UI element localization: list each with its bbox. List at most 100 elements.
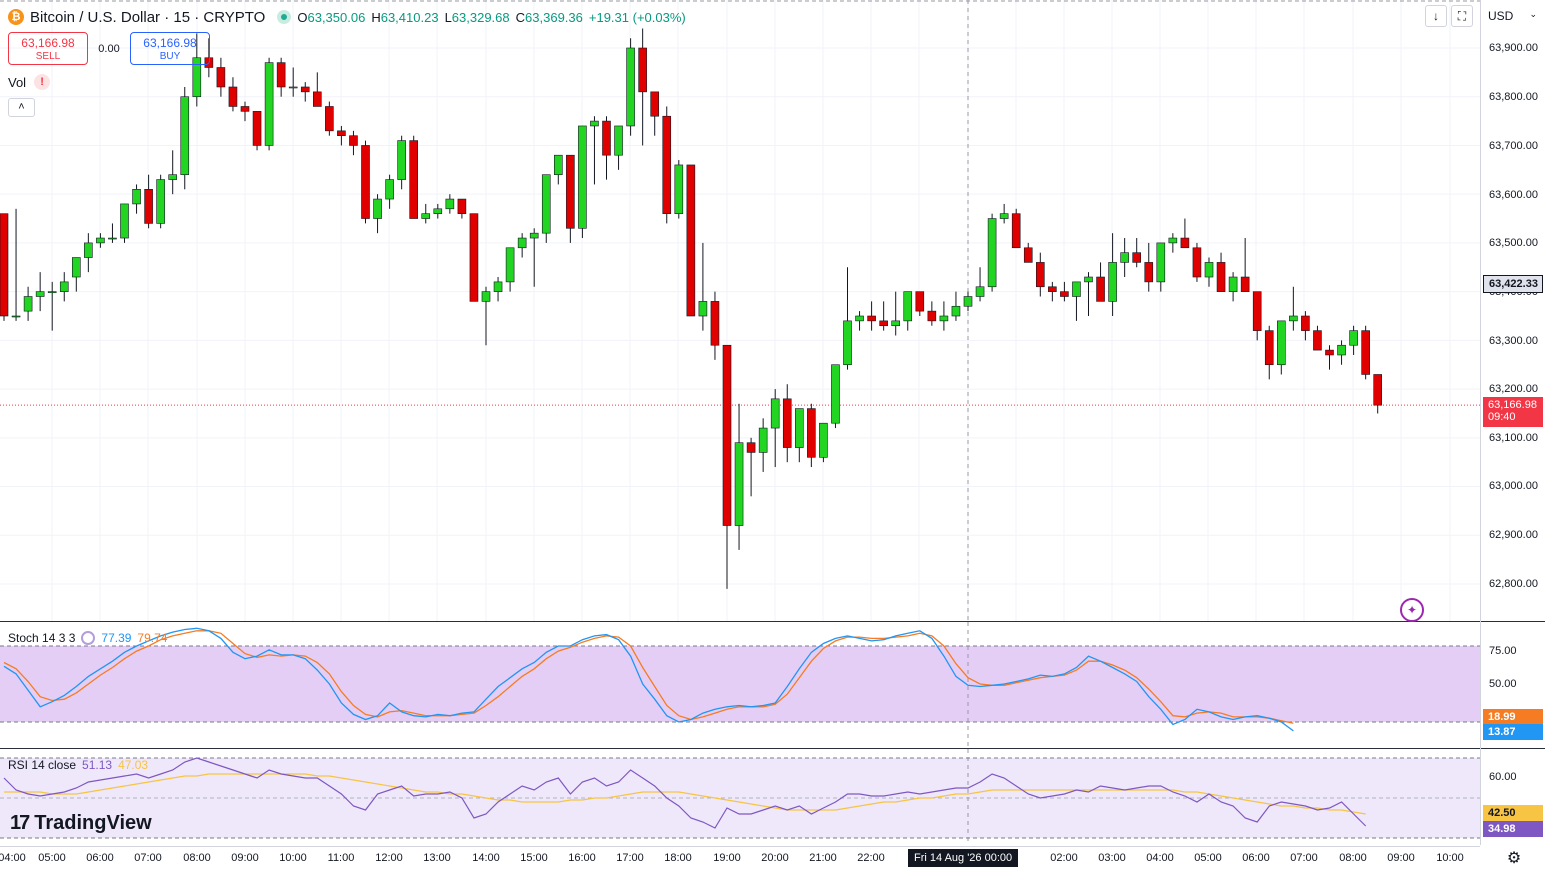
- candle-body: [1108, 262, 1117, 302]
- buy-button[interactable]: 63,166.98 BUY: [130, 32, 210, 65]
- ohlc-close: C63,369.36: [516, 10, 583, 25]
- close-value: 63,369.36: [525, 9, 583, 25]
- fullscreen-icon[interactable]: ⛶: [1451, 5, 1473, 27]
- pane-separator[interactable]: [0, 621, 1545, 622]
- time-tick: 21:00: [809, 852, 837, 864]
- main-price-pane[interactable]: [0, 0, 1480, 621]
- time-tick: 15:00: [520, 852, 548, 864]
- volume-legend[interactable]: Vol !: [8, 74, 51, 90]
- candle: [1301, 311, 1310, 341]
- rsi-pane[interactable]: [0, 749, 1480, 845]
- price-scale[interactable]: 63,900.00 63,800.00 63,700.00 63,600.00 63,5…: [1481, 0, 1545, 845]
- candle-body: [517, 237, 527, 249]
- time-tick: 11:00: [327, 852, 355, 864]
- market-status-icon[interactable]: [277, 10, 292, 24]
- download-icon[interactable]: ↓: [1425, 5, 1447, 27]
- candle: [144, 174, 153, 229]
- time-tick: 03:00: [1098, 852, 1126, 864]
- candle: [216, 57, 226, 97]
- candle-body: [1313, 330, 1322, 351]
- candle-body: [192, 57, 202, 98]
- candle-body: [397, 140, 406, 180]
- candle: [686, 164, 696, 317]
- candle: [807, 403, 816, 468]
- candle-body: [855, 315, 864, 322]
- ohlc-low: L63,329.68: [445, 10, 510, 25]
- stoch-d-label: 18.99: [1483, 709, 1543, 725]
- candle: [903, 291, 913, 331]
- candle: [867, 301, 876, 331]
- tradingview-logo[interactable]: 17 TradingView: [10, 812, 152, 835]
- volume-label: Vol: [8, 74, 27, 90]
- candle-body: [770, 398, 780, 429]
- candle-body: [1252, 291, 1262, 331]
- candle-body: [23, 296, 33, 312]
- time-tick: 08:00: [183, 852, 211, 864]
- candle-body: [963, 296, 973, 307]
- stoch-pane[interactable]: [0, 622, 1480, 748]
- candle: [770, 389, 780, 468]
- time-tick: 06:00: [1242, 852, 1270, 864]
- stoch-d-line: [3, 630, 1294, 724]
- stoch-k-label: 13.87: [1483, 724, 1543, 740]
- candle: [264, 57, 274, 151]
- candle: [1192, 242, 1202, 282]
- candle: [987, 213, 997, 292]
- sell-button[interactable]: 63,166.98 SELL: [8, 32, 88, 65]
- symbol-title[interactable]: Bitcoin / U.S. Dollar · 15 · CRYPTO: [30, 8, 266, 26]
- candle-body: [1349, 330, 1358, 346]
- candle-body: [84, 242, 93, 258]
- candle: [1264, 325, 1274, 380]
- rsi-legend[interactable]: RSI 14 close 51.13 47.03: [8, 758, 148, 772]
- candle-body: [903, 291, 913, 322]
- candle: [0, 213, 9, 321]
- candle-body: [758, 427, 768, 453]
- candle: [1023, 242, 1033, 263]
- candle: [1313, 325, 1322, 351]
- currency-select[interactable]: USD ⌄: [1483, 5, 1541, 27]
- candle: [1108, 233, 1117, 316]
- rsi-tick-60: 60.00: [1489, 771, 1517, 783]
- price-tick: 62,800.00: [1489, 578, 1538, 590]
- candle-body: [1048, 286, 1057, 292]
- chevron-down-icon: ⌄: [1529, 9, 1537, 19]
- stoch-chart[interactable]: [0, 622, 1480, 748]
- candle-body: [807, 408, 816, 458]
- candles: [0, 28, 1382, 589]
- stoch-d-value: 79.74: [137, 631, 168, 645]
- candle-body: [1084, 276, 1093, 283]
- candle: [734, 403, 744, 550]
- candle-body: [1120, 252, 1129, 263]
- candle-body: [276, 62, 286, 88]
- tradingview-mark-icon: 17: [10, 812, 30, 834]
- close-label: C: [515, 9, 526, 25]
- candle: [794, 408, 804, 463]
- price-tick: 63,100.00: [1489, 432, 1538, 444]
- stoch-tick-75: 75.00: [1489, 645, 1517, 657]
- time-tick: 19:00: [713, 852, 741, 864]
- warning-icon[interactable]: !: [34, 74, 51, 90]
- candle: [662, 106, 672, 224]
- candle-body: [421, 213, 431, 219]
- refresh-icon[interactable]: [81, 631, 96, 645]
- assistant-icon[interactable]: ✦: [1400, 598, 1424, 622]
- pane-separator[interactable]: [0, 748, 1545, 749]
- candle: [722, 344, 732, 589]
- candle-body: [1301, 315, 1310, 331]
- candle: [192, 33, 202, 107]
- stoch-k-value: 77.39: [101, 631, 132, 645]
- stoch-legend[interactable]: Stoch 14 3 3 77.39 79.74: [8, 631, 167, 645]
- candle-body: [1325, 349, 1334, 356]
- candle-body: [541, 174, 551, 234]
- collapse-legend-button[interactable]: ˄: [8, 98, 35, 117]
- time-axis[interactable]: 04:00 05:00 06:00 07:00 08:00 09:00 10:00 11:00…: [0, 846, 1480, 872]
- candlestick-chart[interactable]: [0, 0, 1480, 621]
- candle-body: [288, 86, 298, 89]
- gear-icon[interactable]: ⚙: [1506, 850, 1522, 867]
- price-tick: 63,500.00: [1489, 237, 1538, 249]
- time-tick: 09:00: [231, 852, 259, 864]
- rsi-chart[interactable]: [0, 749, 1480, 845]
- candle: [855, 311, 864, 331]
- candle-body: [156, 179, 165, 224]
